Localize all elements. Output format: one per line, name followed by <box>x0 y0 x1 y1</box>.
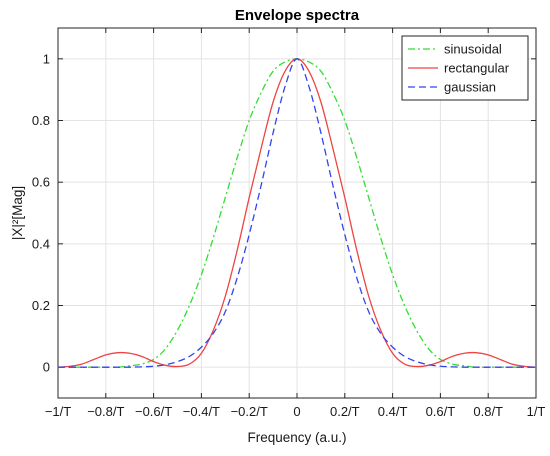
y-tick-label: 0.6 <box>32 175 50 190</box>
x-tick-label: 0.4/T <box>378 404 408 419</box>
y-tick-label: 0.8 <box>32 113 50 128</box>
legend-label: sinusoidal <box>444 42 502 57</box>
x-tick-label: −0.4/T <box>183 404 220 419</box>
y-tick-label: 0.2 <box>32 298 50 313</box>
x-axis-label: Frequency (a.u.) <box>247 430 346 445</box>
x-tick-label: 0 <box>293 404 300 419</box>
y-axis-ticks: 0 0.2 0.4 0.6 0.8 1 <box>32 51 536 375</box>
y-tick-label: 1 <box>43 51 50 66</box>
series-lines <box>57 58 537 368</box>
x-tick-label: −0.8/T <box>87 404 124 419</box>
x-tick-label: −0.2/T <box>231 404 268 419</box>
y-axis-label: |X|²[Mag] <box>10 186 25 240</box>
legend-label: gaussian <box>444 80 496 95</box>
x-tick-label: −1/T <box>45 404 71 419</box>
x-tick-label: 0.2/T <box>330 404 360 419</box>
series-line-gaussian <box>58 58 536 368</box>
chart-title: Envelope spectra <box>235 7 360 24</box>
x-tick-label: −0.6/T <box>135 404 172 419</box>
legend: sinusoidal rectangular gaussian <box>401 35 529 101</box>
legend-label: rectangular <box>444 61 510 76</box>
y-tick-label: 0.4 <box>32 236 50 251</box>
y-tick-label: 0 <box>43 360 50 375</box>
x-tick-label: 1/T <box>527 404 546 419</box>
legend-box <box>401 35 529 101</box>
x-axis-ticks: −1/T −0.8/T −0.6/T −0.4/T −0.2/T 0 0.2/T 0.4/T 0… <box>45 28 546 419</box>
x-tick-label: 0.8/T <box>473 404 503 419</box>
x-tick-label: 0.6/T <box>426 404 456 419</box>
